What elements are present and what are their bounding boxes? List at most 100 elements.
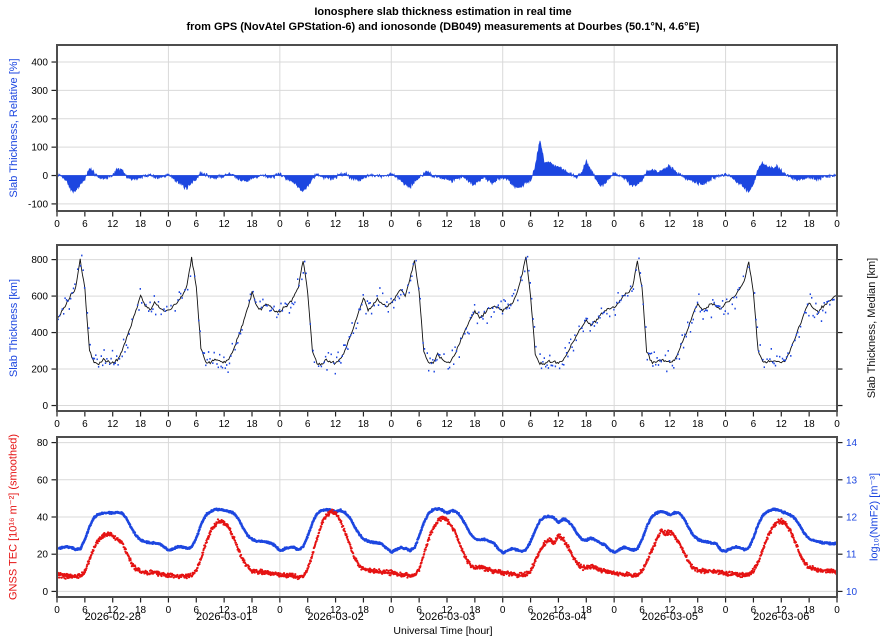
x-tick-label: 0: [500, 219, 506, 230]
y-tick-label-left: 600: [31, 292, 48, 303]
x-tick-label: 0: [611, 605, 617, 616]
y-tick-label-right: 10: [846, 587, 858, 598]
x-tick-label: 12: [107, 605, 119, 616]
x-tick-label: 12: [219, 419, 231, 430]
x-tick-label: 18: [246, 605, 258, 616]
x-tick-label: 6: [82, 419, 88, 430]
x-tick-label: 18: [135, 419, 147, 430]
date-label: 2026-03-06: [753, 611, 810, 623]
x-tick-label: 0: [54, 605, 60, 616]
x-tick-label: 0: [500, 419, 506, 430]
x-tick-label: 0: [723, 605, 729, 616]
x-tick-label: 0: [611, 419, 617, 430]
x-tick-label: 6: [528, 605, 534, 616]
tec-nmf2-series-group: [57, 507, 837, 581]
x-tick-label: 12: [441, 605, 453, 616]
x-tick-label: 0: [834, 605, 840, 616]
x-tick-label: 6: [82, 219, 88, 230]
date-label: 2026-03-04: [530, 611, 587, 623]
y-tick-label-left: 800: [31, 255, 48, 266]
x-tick-label: 6: [639, 605, 645, 616]
x-tick-label: 12: [553, 219, 565, 230]
x-tick-label: 12: [664, 605, 676, 616]
y-tick-label-left: 20: [37, 550, 49, 561]
x-tick-label: 0: [834, 219, 840, 230]
x-tick-label: 6: [416, 419, 422, 430]
panel-frame: [56, 44, 838, 212]
x-tick-label: 6: [751, 419, 757, 430]
x-tick-label: 6: [305, 419, 311, 430]
x-tick-label: 18: [469, 605, 481, 616]
x-tick-label: 6: [305, 605, 311, 616]
x-tick-label: 18: [581, 605, 593, 616]
x-tick-label: 12: [107, 419, 119, 430]
axis-label-slab-thickness-median: Slab Thickness, Median [km]: [866, 257, 878, 399]
y-tick-label-left: 300: [31, 86, 48, 97]
x-tick-label: 12: [441, 419, 453, 430]
x-tick-label: 6: [639, 419, 645, 430]
y-tick-label-left: 200: [31, 365, 48, 376]
x-tick-label: 18: [135, 605, 147, 616]
y-tick-label-right: 13: [846, 475, 858, 486]
x-tick-label: 12: [219, 219, 231, 230]
x-tick-label: 0: [166, 419, 172, 430]
nmf2-curve-dots: [57, 507, 837, 555]
y-tick-label-left: 400: [31, 58, 48, 69]
x-tick-label: 6: [751, 605, 757, 616]
y-tick-label-left: 0: [42, 401, 48, 412]
date-label: 2026-03-05: [641, 611, 698, 623]
slab-median-line: [57, 256, 837, 366]
x-tick-label: 0: [389, 219, 395, 230]
x-tick-label: 6: [194, 419, 200, 430]
y-tick-label-left: 0: [42, 587, 48, 598]
y-tick-label-left: 400: [31, 328, 48, 339]
x-tick-label: 0: [723, 419, 729, 430]
x-tick-label: 18: [804, 219, 816, 230]
y-tick-label-right: 12: [846, 513, 858, 524]
x-tick-label: 18: [469, 219, 481, 230]
y-tick-label-left: -100: [28, 199, 48, 210]
x-tick-label: 18: [246, 419, 258, 430]
x-tick-label: 12: [330, 219, 342, 230]
x-tick-label: 0: [389, 419, 395, 430]
x-tick-label: 0: [723, 219, 729, 230]
x-tick-label: 18: [358, 219, 370, 230]
x-tick-label: 0: [277, 605, 283, 616]
x-tick-label: 6: [639, 219, 645, 230]
y-tick-label-left: 80: [37, 438, 49, 449]
x-tick-label: 6: [194, 219, 200, 230]
x-tick-label: 12: [776, 219, 788, 230]
slab-thickness-series-group: [57, 254, 837, 375]
x-tick-label: 0: [500, 605, 506, 616]
x-tick-label: 18: [692, 605, 704, 616]
x-tick-label: 0: [834, 419, 840, 430]
x-tick-label: 18: [358, 605, 370, 616]
y-tick-label-right: 11: [846, 550, 857, 561]
y-tick-label-left: 40: [37, 513, 49, 524]
x-tick-label: 12: [776, 605, 788, 616]
x-tick-label: 6: [528, 219, 534, 230]
panel-frame: [56, 436, 838, 598]
axis-label-log-nmf2: log₁₀(NmF2) [m⁻³]: [868, 472, 881, 562]
x-tick-label: 12: [441, 219, 453, 230]
slab-measurement-dots: [57, 254, 837, 375]
y-tick-label-left: 100: [31, 143, 48, 154]
date-label: 2026-03-03: [418, 611, 476, 623]
x-tick-label: 18: [358, 419, 370, 430]
x-tick-label: 12: [107, 219, 119, 230]
x-tick-label: 18: [692, 419, 704, 430]
relative-slab-series-group: [57, 140, 837, 194]
relative-slab-area: [57, 140, 837, 194]
date-label: 2026-03-01: [196, 611, 253, 623]
x-tick-label: 12: [553, 605, 565, 616]
axis-label-gnss-tec: GNSS TEC [10¹⁶ m⁻²] (smoothed): [7, 433, 20, 601]
x-tick-label: 0: [166, 219, 172, 230]
x-tick-label: 18: [581, 419, 593, 430]
panel-frame: [56, 244, 838, 412]
y-tick-label-left: 0: [42, 171, 48, 182]
figure-title-line2: from GPS (NovAtel GPStation-6) and ionos…: [186, 21, 700, 33]
x-tick-label: 6: [305, 219, 311, 230]
x-tick-label: 0: [277, 219, 283, 230]
